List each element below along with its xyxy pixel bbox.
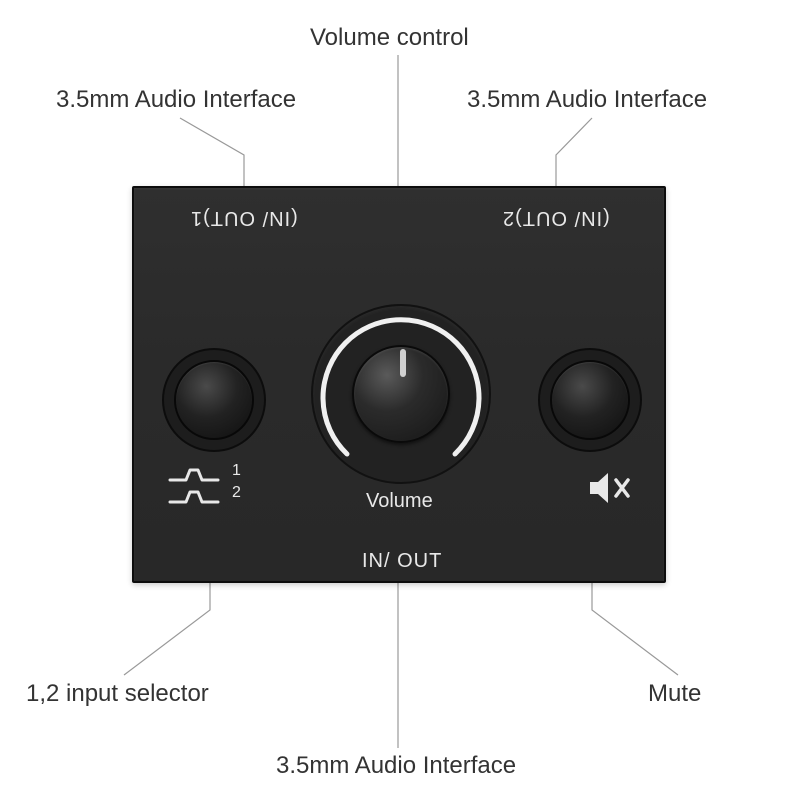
callout-label-bottom-right: Mute: [648, 680, 701, 708]
volume-knob-indicator-icon: [400, 349, 406, 377]
inout-label: IN/ OUT: [362, 550, 442, 573]
callout-label-top-right: 3.5mm Audio Interface: [467, 86, 707, 114]
port-2-label: (IN/ OUT)2: [502, 206, 610, 229]
selector-num-2: 2: [232, 484, 241, 502]
callout-label-top-left: 3.5mm Audio Interface: [56, 86, 296, 114]
callout-label-bottom-left: 1,2 input selector: [26, 680, 209, 708]
selector-button[interactable]: [174, 360, 254, 440]
port-1-label: (IN/ OUT)1: [190, 206, 298, 229]
volume-label: Volume: [366, 490, 433, 513]
callout-label-bottom-center: 3.5mm Audio Interface: [276, 752, 516, 780]
selector-icon: [164, 464, 226, 512]
audio-switch-device: (IN/ OUT)1 (IN/ OUT)2 Volume 1 2 IN/ OUT: [132, 186, 666, 583]
mute-icon: [586, 468, 634, 508]
selector-num-1: 1: [232, 462, 241, 480]
mute-button[interactable]: [550, 360, 630, 440]
callout-label-top-center: Volume control: [310, 24, 469, 52]
volume-knob[interactable]: [352, 345, 450, 443]
